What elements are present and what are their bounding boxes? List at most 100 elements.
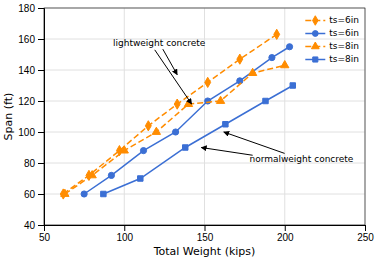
point [81, 191, 87, 197]
tick: 200 [277, 225, 294, 243]
grid-line [284, 8, 285, 225]
tick-mark [38, 132, 44, 133]
legend-label: ts=8in [329, 41, 359, 51]
tick-label: 100 [18, 127, 35, 138]
tick: 100 [18, 127, 44, 138]
point [152, 127, 160, 134]
annotation-arrow [163, 49, 177, 75]
tick: 80 [24, 158, 44, 169]
tick: 180 [18, 3, 44, 14]
point [140, 148, 146, 154]
legend-item: ts=6in [305, 28, 359, 38]
series-layer [60, 29, 295, 199]
legend-item: ts=6in [305, 15, 359, 25]
annotation: lightweight concrete [113, 38, 206, 48]
tick: 50 [39, 225, 51, 243]
legend-label: ts=6in [329, 15, 359, 25]
tick-mark [124, 225, 125, 231]
point [269, 55, 275, 61]
tick-mark [38, 70, 44, 71]
series-line [103, 86, 292, 195]
tick-label: 100 [116, 232, 133, 243]
annotation-arrow [155, 50, 192, 104]
axis-line [45, 226, 366, 232]
point [61, 189, 69, 196]
point [138, 176, 143, 181]
annotations: lightweight concrete normalweight concret… [113, 38, 354, 164]
legend-item: ts=8in [305, 41, 359, 51]
point [205, 77, 211, 87]
point [286, 44, 292, 50]
tick-label: 180 [18, 3, 35, 14]
y-axis: 40 60 80 100 120 140 160 180 [18, 3, 44, 231]
legend-marker [311, 42, 319, 49]
tick: 250 [357, 225, 374, 243]
series [81, 44, 293, 197]
annotation: normalweight concrete [249, 154, 353, 164]
series [101, 83, 296, 197]
legend: ts=6in ts=6in ts=8in ts=8in [305, 15, 359, 64]
tick-mark [38, 8, 44, 9]
tick: 150 [197, 225, 214, 243]
point [101, 191, 106, 196]
series-line [63, 34, 276, 194]
point [290, 83, 295, 88]
tick-label: 120 [18, 96, 35, 107]
point [237, 54, 243, 64]
grid-line [44, 70, 365, 71]
tick: 40 [24, 220, 44, 231]
tick-label: 60 [24, 189, 36, 200]
plot: 50 100 150 200 250 40 60 80 100 120 140 160 180 Total… [2, 3, 374, 258]
point [223, 122, 228, 127]
tick: 100 [116, 225, 133, 243]
series [61, 61, 289, 197]
point [88, 171, 96, 178]
tick: 140 [18, 65, 44, 76]
grid-line [44, 194, 365, 195]
grid [44, 8, 365, 225]
legend-item: ts=8in [305, 54, 359, 64]
legend-label: ts=8in [329, 54, 359, 64]
y-axis-title: Span (ft) [2, 93, 15, 141]
tick: 160 [18, 34, 44, 45]
point [216, 96, 224, 103]
tick-mark [38, 225, 44, 226]
tick-mark [205, 225, 206, 231]
tick: 60 [24, 189, 44, 200]
tick: 120 [18, 96, 44, 107]
point [183, 145, 188, 150]
tick-label: 150 [197, 232, 214, 243]
tick-label: 40 [24, 220, 36, 231]
legend-marker [312, 31, 318, 37]
point [120, 146, 128, 153]
point [281, 61, 289, 68]
series [60, 29, 279, 199]
legend-label: ts=6in [329, 28, 359, 38]
point [263, 98, 268, 103]
tick-mark [38, 194, 44, 195]
tick-label: 200 [277, 232, 294, 243]
point [174, 99, 180, 109]
series-line [65, 65, 285, 194]
tick-label: 50 [39, 232, 51, 243]
series-line [84, 47, 289, 194]
point [145, 121, 151, 131]
point [205, 98, 211, 104]
tick-mark [38, 163, 44, 164]
legend-marker [313, 57, 318, 62]
grid-line [44, 132, 365, 133]
x-axis: 50 100 150 200 250 [39, 225, 374, 243]
point [108, 172, 114, 178]
point [237, 78, 243, 84]
legend-marker [313, 16, 318, 25]
tick-mark [285, 225, 286, 231]
axis-line [38, 9, 45, 226]
tick-mark [365, 225, 366, 231]
point [274, 29, 280, 39]
tick-mark [38, 101, 44, 102]
x-axis-title: Total Weight (kips) [153, 245, 256, 258]
point [173, 129, 179, 135]
annotation-arrow [224, 132, 285, 153]
chart: 50 100 150 200 250 40 60 80 100 120 140 160 180 Total… [0, 0, 375, 259]
annotation-arrow [201, 148, 252, 156]
